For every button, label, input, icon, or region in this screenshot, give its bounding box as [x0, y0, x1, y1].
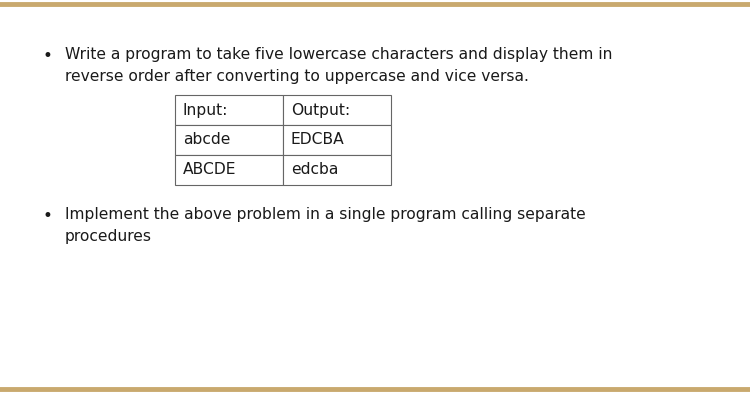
Text: reverse order after converting to uppercase and vice versa.: reverse order after converting to upperc…: [65, 69, 529, 84]
Bar: [175, 95, 283, 125]
Bar: [175, 155, 283, 185]
Text: •: •: [42, 207, 52, 225]
Text: abcde: abcde: [183, 132, 230, 147]
Text: EDCBA: EDCBA: [291, 132, 345, 147]
Text: Implement the above problem in a single program calling separate: Implement the above problem in a single …: [65, 207, 586, 222]
Text: ABCDE: ABCDE: [183, 162, 236, 178]
Bar: [283, 125, 391, 155]
Text: Input:: Input:: [183, 103, 228, 118]
Bar: [283, 155, 391, 185]
Text: Write a program to take five lowercase characters and display them in: Write a program to take five lowercase c…: [65, 47, 613, 62]
Bar: [283, 95, 391, 125]
Text: edcba: edcba: [291, 162, 338, 178]
Text: Output:: Output:: [291, 103, 350, 118]
Text: •: •: [42, 47, 52, 65]
Text: procedures: procedures: [65, 229, 152, 244]
Bar: [175, 125, 283, 155]
